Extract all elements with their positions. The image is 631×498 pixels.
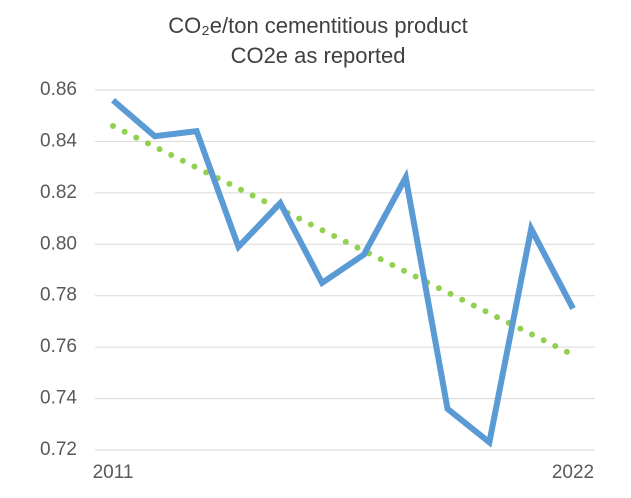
chart-subtitle: CO2e as reported — [231, 43, 406, 68]
y-tick-label: 0.86 — [40, 79, 77, 100]
data-line — [111, 98, 576, 448]
y-tick-label: 0.72 — [40, 439, 77, 460]
x-tick-label: 2011 — [93, 462, 134, 483]
y-tick-label: 0.82 — [40, 182, 77, 203]
trendline — [110, 123, 576, 358]
y-tick-label: 0.78 — [40, 285, 77, 306]
y-tick-label: 0.76 — [40, 336, 77, 357]
y-tick-label: 0.80 — [40, 233, 77, 254]
y-tick-label: 0.84 — [40, 130, 77, 151]
chart-title: CO₂e/ton cementitious product — [168, 13, 468, 38]
y-tick-label: 0.74 — [40, 388, 77, 409]
x-tick-label: 2022 — [552, 462, 594, 483]
